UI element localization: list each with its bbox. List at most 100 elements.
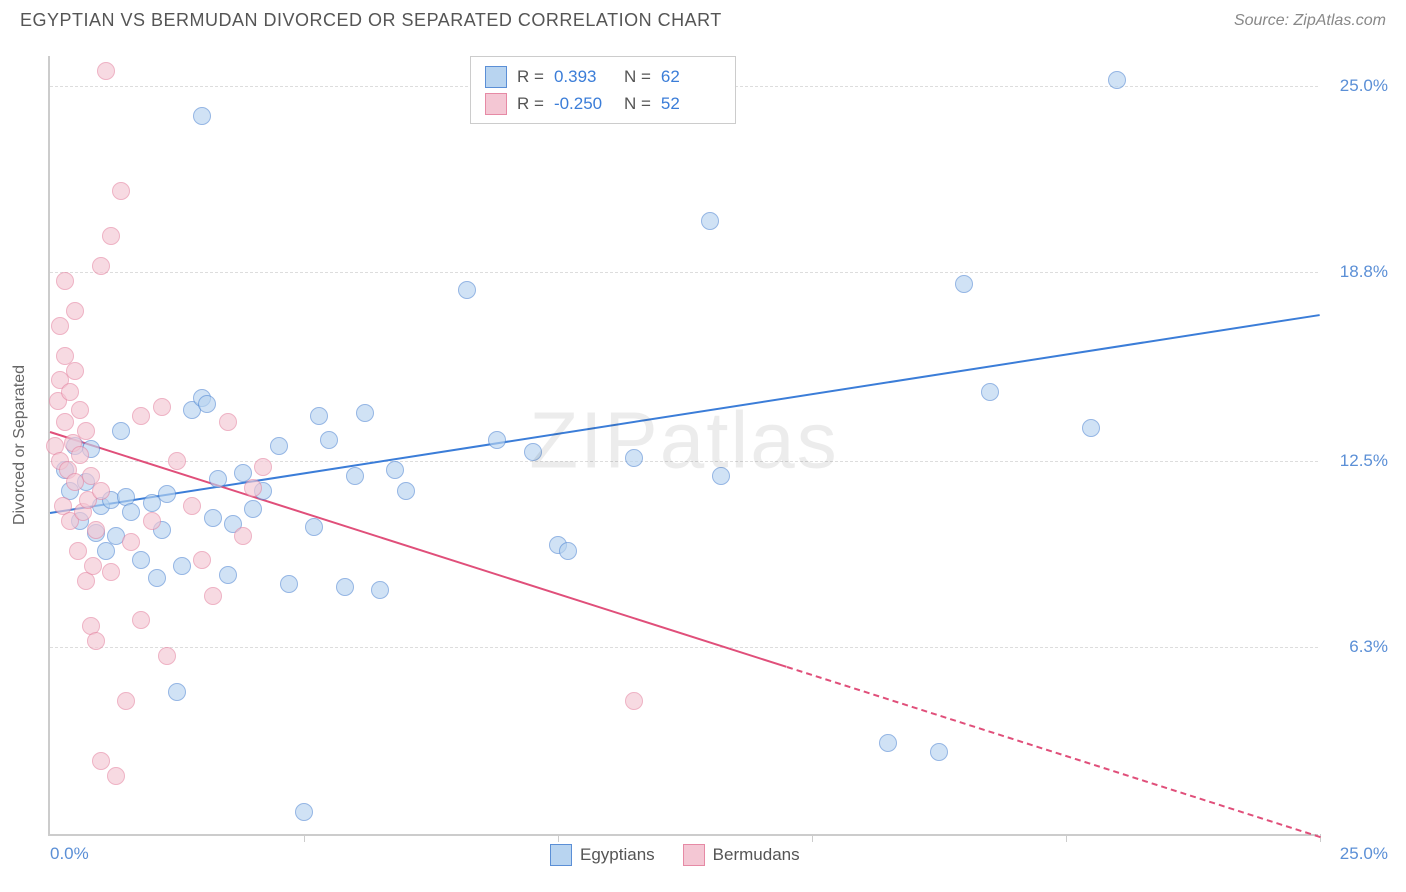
data-point (1108, 71, 1126, 89)
chart-title: EGYPTIAN VS BERMUDAN DIVORCED OR SEPARAT… (20, 10, 722, 31)
data-point (981, 383, 999, 401)
legend-row-egyptians: R = 0.393 N = 62 (485, 63, 721, 90)
gridline (50, 461, 1318, 462)
data-point (77, 422, 95, 440)
data-point (132, 551, 150, 569)
data-point (280, 575, 298, 593)
data-point (168, 452, 186, 470)
x-tick (304, 834, 305, 842)
data-point (158, 485, 176, 503)
legend-correlation: R = 0.393 N = 62 R = -0.250 N = 52 (470, 56, 736, 124)
data-point (112, 422, 130, 440)
data-point (295, 803, 313, 821)
data-point (386, 461, 404, 479)
data-point (153, 398, 171, 416)
data-point (209, 470, 227, 488)
x-tick (1066, 834, 1067, 842)
data-point (193, 551, 211, 569)
r-label: R = (517, 63, 544, 90)
trend-line (50, 431, 787, 668)
y-tick-label: 25.0% (1328, 76, 1388, 96)
data-point (488, 431, 506, 449)
data-point (458, 281, 476, 299)
data-point (270, 437, 288, 455)
data-point (173, 557, 191, 575)
y-tick-label: 12.5% (1328, 451, 1388, 471)
r-value-egyptians: 0.393 (554, 63, 614, 90)
swatch-egyptians-icon (485, 66, 507, 88)
r-value-bermudans: -0.250 (554, 90, 614, 117)
n-value-egyptians: 62 (661, 63, 721, 90)
y-axis-title: Divorced or Separated (11, 365, 29, 525)
data-point (107, 767, 125, 785)
data-point (310, 407, 328, 425)
y-tick-label: 18.8% (1328, 262, 1388, 282)
data-point (204, 587, 222, 605)
data-point (122, 533, 140, 551)
data-point (320, 431, 338, 449)
data-point (84, 557, 102, 575)
data-point (356, 404, 374, 422)
data-point (102, 563, 120, 581)
watermark: ZIPatlas (529, 394, 838, 486)
data-point (71, 401, 89, 419)
r-label: R = (517, 90, 544, 117)
data-point (712, 467, 730, 485)
data-point (397, 482, 415, 500)
data-point (158, 647, 176, 665)
n-value-bermudans: 52 (661, 90, 721, 117)
data-point (701, 212, 719, 230)
n-label: N = (624, 90, 651, 117)
swatch-bermudans-icon (683, 844, 705, 866)
x-tick (558, 834, 559, 842)
x-axis-min-label: 0.0% (50, 844, 89, 864)
data-point (61, 383, 79, 401)
data-point (117, 692, 135, 710)
data-point (66, 362, 84, 380)
data-point (51, 317, 69, 335)
y-tick-label: 6.3% (1328, 637, 1388, 657)
data-point (56, 272, 74, 290)
data-point (56, 413, 74, 431)
data-point (198, 395, 216, 413)
data-point (193, 107, 211, 125)
data-point (346, 467, 364, 485)
data-point (219, 413, 237, 431)
data-point (219, 566, 237, 584)
trend-line (786, 666, 1320, 838)
data-point (92, 257, 110, 275)
data-point (254, 458, 272, 476)
source-label: Source: ZipAtlas.com (1234, 12, 1386, 30)
data-point (930, 743, 948, 761)
swatch-egyptians-icon (550, 844, 572, 866)
gridline (50, 272, 1318, 273)
data-point (955, 275, 973, 293)
gridline (50, 647, 1318, 648)
data-point (336, 578, 354, 596)
data-point (92, 482, 110, 500)
legend-label-bermudans: Bermudans (713, 845, 800, 865)
data-point (87, 521, 105, 539)
data-point (132, 611, 150, 629)
data-point (102, 227, 120, 245)
data-point (524, 443, 542, 461)
legend-item-egyptians: Egyptians (550, 844, 655, 866)
data-point (879, 734, 897, 752)
data-point (234, 527, 252, 545)
data-point (204, 509, 222, 527)
data-point (244, 500, 262, 518)
data-point (148, 569, 166, 587)
legend-series: Egyptians Bermudans (550, 844, 800, 866)
data-point (1082, 419, 1100, 437)
legend-label-egyptians: Egyptians (580, 845, 655, 865)
data-point (244, 479, 262, 497)
data-point (97, 542, 115, 560)
data-point (559, 542, 577, 560)
data-point (143, 512, 161, 530)
data-point (168, 683, 186, 701)
data-point (87, 632, 105, 650)
data-point (371, 581, 389, 599)
swatch-bermudans-icon (485, 93, 507, 115)
x-tick (812, 834, 813, 842)
data-point (112, 182, 130, 200)
